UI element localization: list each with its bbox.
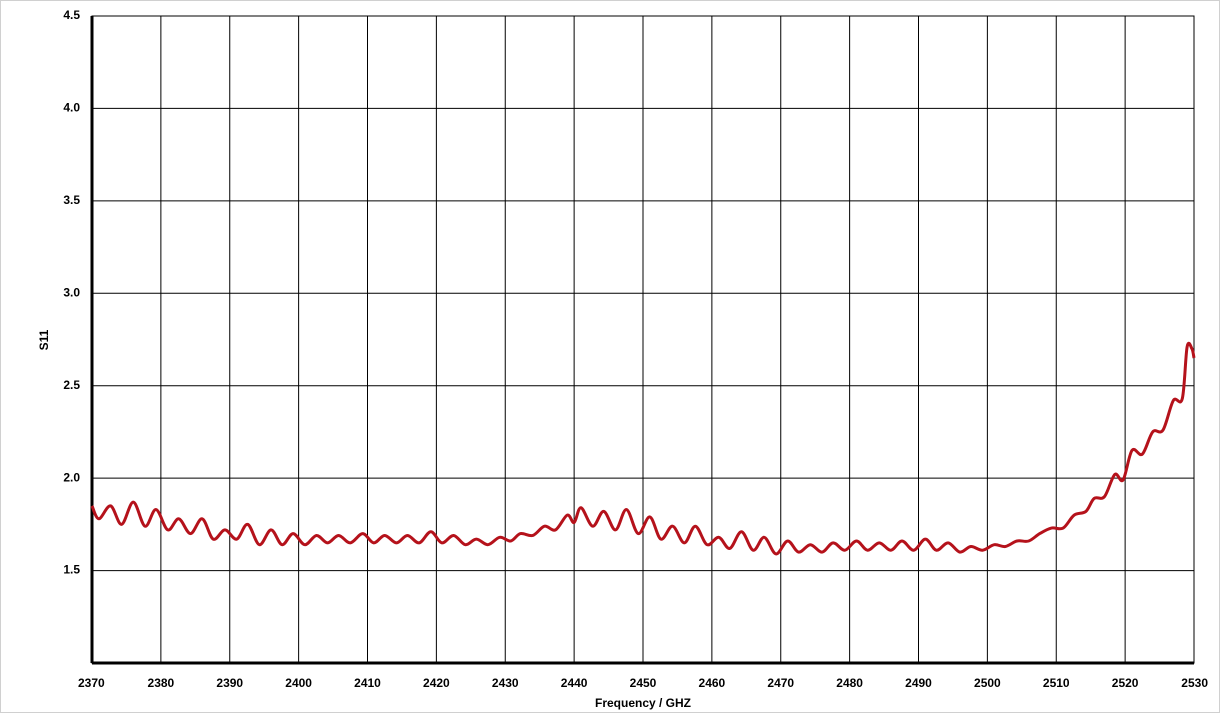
x-tick-label: 2490 [905,676,932,690]
x-tick-label: 2470 [767,676,794,690]
x-tick-label: 2510 [1043,676,1070,690]
x-tick-label: 2380 [148,676,175,690]
x-tick-label: 2530 [1181,676,1208,690]
y-tick-label: 3.0 [63,285,80,299]
y-tick-label: 1.5 [63,563,80,577]
y-axis-title: S11 [37,329,51,350]
x-tick-label: 2500 [974,676,1001,690]
x-tick-label: 2400 [285,676,312,690]
x-tick-label: 2440 [561,676,588,690]
x-tick-label: 2460 [699,676,726,690]
x-axis-title: Frequency / GHZ [595,696,691,710]
x-tick-label: 2370 [78,676,105,690]
y-tick-label: 2.5 [63,378,80,392]
y-tick-label: 4.5 [63,8,80,22]
x-tick-label: 2480 [836,676,863,690]
x-tick-label: 2390 [216,676,243,690]
y-tick-label: 3.5 [63,193,80,207]
y-tick-label: 4.0 [63,101,80,115]
y-tick-label: 2.0 [63,470,80,484]
x-tick-label: 2520 [1112,676,1139,690]
x-tick-label: 2450 [630,676,657,690]
x-tick-label: 2430 [492,676,519,690]
x-tick-label: 2410 [354,676,381,690]
x-tick-label: 2420 [423,676,450,690]
data-line [90,341,1196,556]
